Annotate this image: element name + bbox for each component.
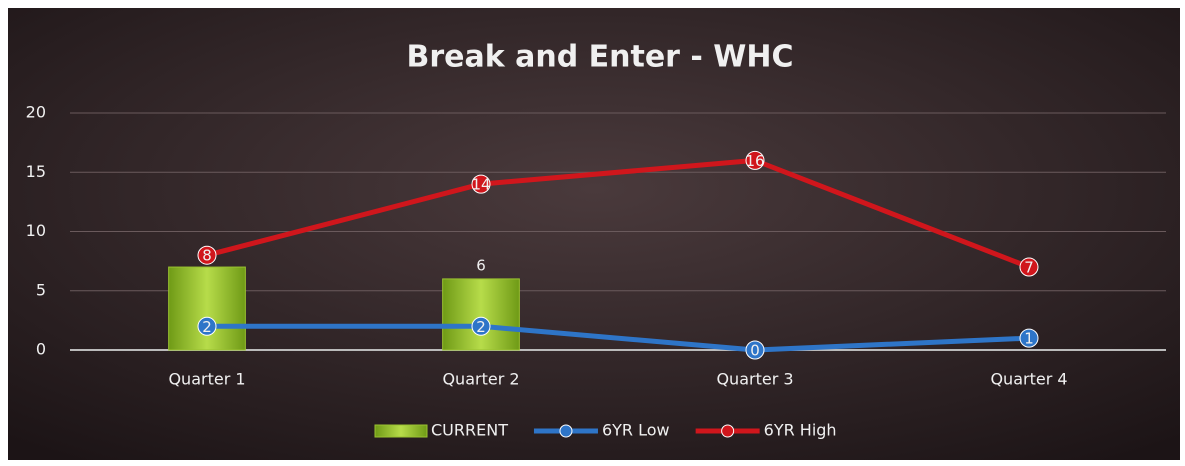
x-tick-label: Quarter 3 (716, 370, 793, 389)
marker (1019, 328, 1039, 348)
marker (197, 316, 217, 336)
x-tick-label: Quarter 4 (990, 370, 1067, 389)
chart-background (8, 8, 1180, 460)
chart-title: Break and Enter - WHC (406, 40, 793, 75)
marker (197, 245, 217, 265)
x-tick-label: Quarter 1 (168, 370, 245, 389)
legend-marker (559, 424, 573, 438)
x-tick-label: Quarter 2 (442, 370, 519, 389)
data-label: 8 (202, 247, 212, 265)
marker (745, 150, 765, 170)
data-label: 14 (471, 176, 490, 194)
y-tick-label: 5 (36, 280, 46, 299)
data-label: 2 (476, 318, 486, 336)
marker (471, 316, 491, 336)
data-label: 0 (750, 342, 760, 360)
legend-label: CURRENT (431, 421, 508, 440)
data-label: 7 (1024, 259, 1034, 277)
legend-marker (721, 424, 735, 438)
marker (471, 174, 491, 194)
y-tick-label: 20 (26, 103, 46, 122)
bar (442, 278, 520, 351)
legend-label: 6YR Low (602, 421, 670, 440)
line (206, 157, 1030, 270)
data-label: 6 (476, 256, 486, 274)
marker (745, 340, 765, 360)
data-label: 1 (1024, 330, 1034, 348)
line (207, 323, 1030, 353)
legend-swatch (374, 424, 428, 438)
marker (1019, 257, 1039, 277)
y-tick-label: 0 (36, 340, 46, 359)
data-label: 2 (202, 318, 212, 336)
y-tick-label: 15 (26, 162, 46, 181)
legend-label: 6YR High (764, 421, 837, 440)
bar (168, 266, 246, 351)
data-label: 16 (745, 152, 764, 170)
y-tick-label: 10 (26, 221, 46, 240)
